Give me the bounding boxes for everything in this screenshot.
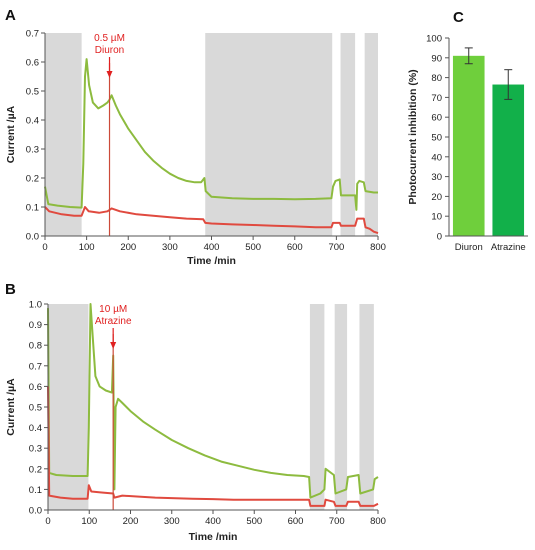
y-tick-label: 0.6 [29, 382, 42, 393]
y-tick-label: 0.6 [26, 58, 39, 69]
y-tick-label: 60 [431, 113, 442, 124]
y-axis-title: Current /µA [5, 105, 17, 163]
y-axis-title: Current /µA [5, 378, 17, 436]
category-label: Diuron [455, 242, 483, 253]
y-tick-label: 100 [426, 34, 442, 45]
y-tick-label: 0.3 [26, 145, 39, 156]
annotation-arrow-head [106, 71, 113, 78]
y-tick-label: 30 [431, 172, 442, 183]
x-tick-label: 800 [370, 242, 386, 253]
annotation-compound: Atrazine [95, 316, 132, 327]
y-tick-label: 0.1 [26, 203, 39, 214]
y-tick-label: 1.0 [29, 300, 42, 311]
dark-period-3 [359, 304, 374, 510]
dark-period-2 [340, 33, 356, 236]
x-tick-label: 800 [370, 516, 386, 527]
x-tick-label: 100 [79, 242, 95, 253]
dark-period-1 [309, 304, 325, 510]
x-tick-label: 500 [246, 516, 262, 527]
dark-period-2 [334, 304, 348, 510]
y-tick-label: 0.4 [29, 423, 42, 434]
y-tick-label: 0.9 [29, 320, 42, 331]
x-tick-label: 0 [45, 516, 50, 527]
x-axis-title: Time /min [189, 531, 238, 543]
y-tick-label: 50 [431, 133, 442, 144]
y-tick-label: 0.5 [26, 87, 39, 98]
annotation-compound: Diuron [95, 45, 124, 56]
x-tick-label: 700 [328, 242, 344, 253]
series-green-line [44, 58, 378, 211]
y-tick-label: 90 [431, 53, 442, 64]
dark-period-3 [364, 33, 378, 236]
y-axis-title: Photocurrent inhibition (%) [407, 69, 419, 204]
x-tick-label: 0 [42, 242, 47, 253]
y-tick-label: 0.5 [29, 403, 42, 414]
x-axis-title: Time /min [187, 255, 236, 267]
y-tick-label: 0.0 [26, 232, 39, 243]
y-tick-label: 0.2 [26, 174, 39, 185]
y-tick-label: 0.0 [29, 506, 42, 517]
x-tick-label: 400 [204, 242, 220, 253]
series-red-line [47, 386, 379, 507]
x-tick-label: 200 [120, 242, 136, 253]
panel-letter-b: B [5, 281, 16, 298]
panel-letter-a: A [5, 7, 16, 24]
annotation-arrow-head [110, 342, 117, 349]
category-label: Atrazine [491, 242, 526, 253]
y-tick-label: 10 [431, 212, 442, 223]
bar-diuron [452, 55, 485, 236]
y-tick-label: 0.2 [29, 464, 42, 475]
y-tick-label: 80 [431, 73, 442, 84]
series-green-line [47, 303, 379, 499]
dark-period-0 [48, 304, 89, 510]
y-tick-label: 0.7 [29, 361, 42, 372]
dark-period-0 [45, 33, 82, 236]
y-tick-label: 0.3 [29, 444, 42, 455]
y-tick-label: 0.4 [26, 116, 39, 127]
x-tick-label: 300 [164, 516, 180, 527]
x-tick-label: 400 [205, 516, 221, 527]
bar-atrazine [492, 84, 525, 236]
y-tick-label: 40 [431, 152, 442, 163]
y-tick-label: 0.7 [26, 29, 39, 40]
x-tick-label: 300 [162, 242, 178, 253]
panel-letter-c: C [453, 9, 464, 26]
x-tick-label: 200 [123, 516, 139, 527]
dark-period-1 [205, 33, 333, 236]
y-tick-label: 0.8 [29, 341, 42, 352]
series-red-line [44, 206, 379, 235]
y-tick-label: 20 [431, 192, 442, 203]
y-tick-label: 0.1 [29, 485, 42, 496]
x-tick-label: 600 [287, 242, 303, 253]
x-tick-label: 500 [245, 242, 261, 253]
annotation-concentration: 10 µM [99, 304, 127, 315]
x-tick-label: 600 [288, 516, 304, 527]
y-tick-label: 0 [437, 232, 442, 243]
x-tick-label: 700 [329, 516, 345, 527]
y-tick-label: 70 [431, 93, 442, 104]
x-tick-label: 100 [81, 516, 97, 527]
annotation-concentration: 0.5 µM [94, 33, 125, 44]
